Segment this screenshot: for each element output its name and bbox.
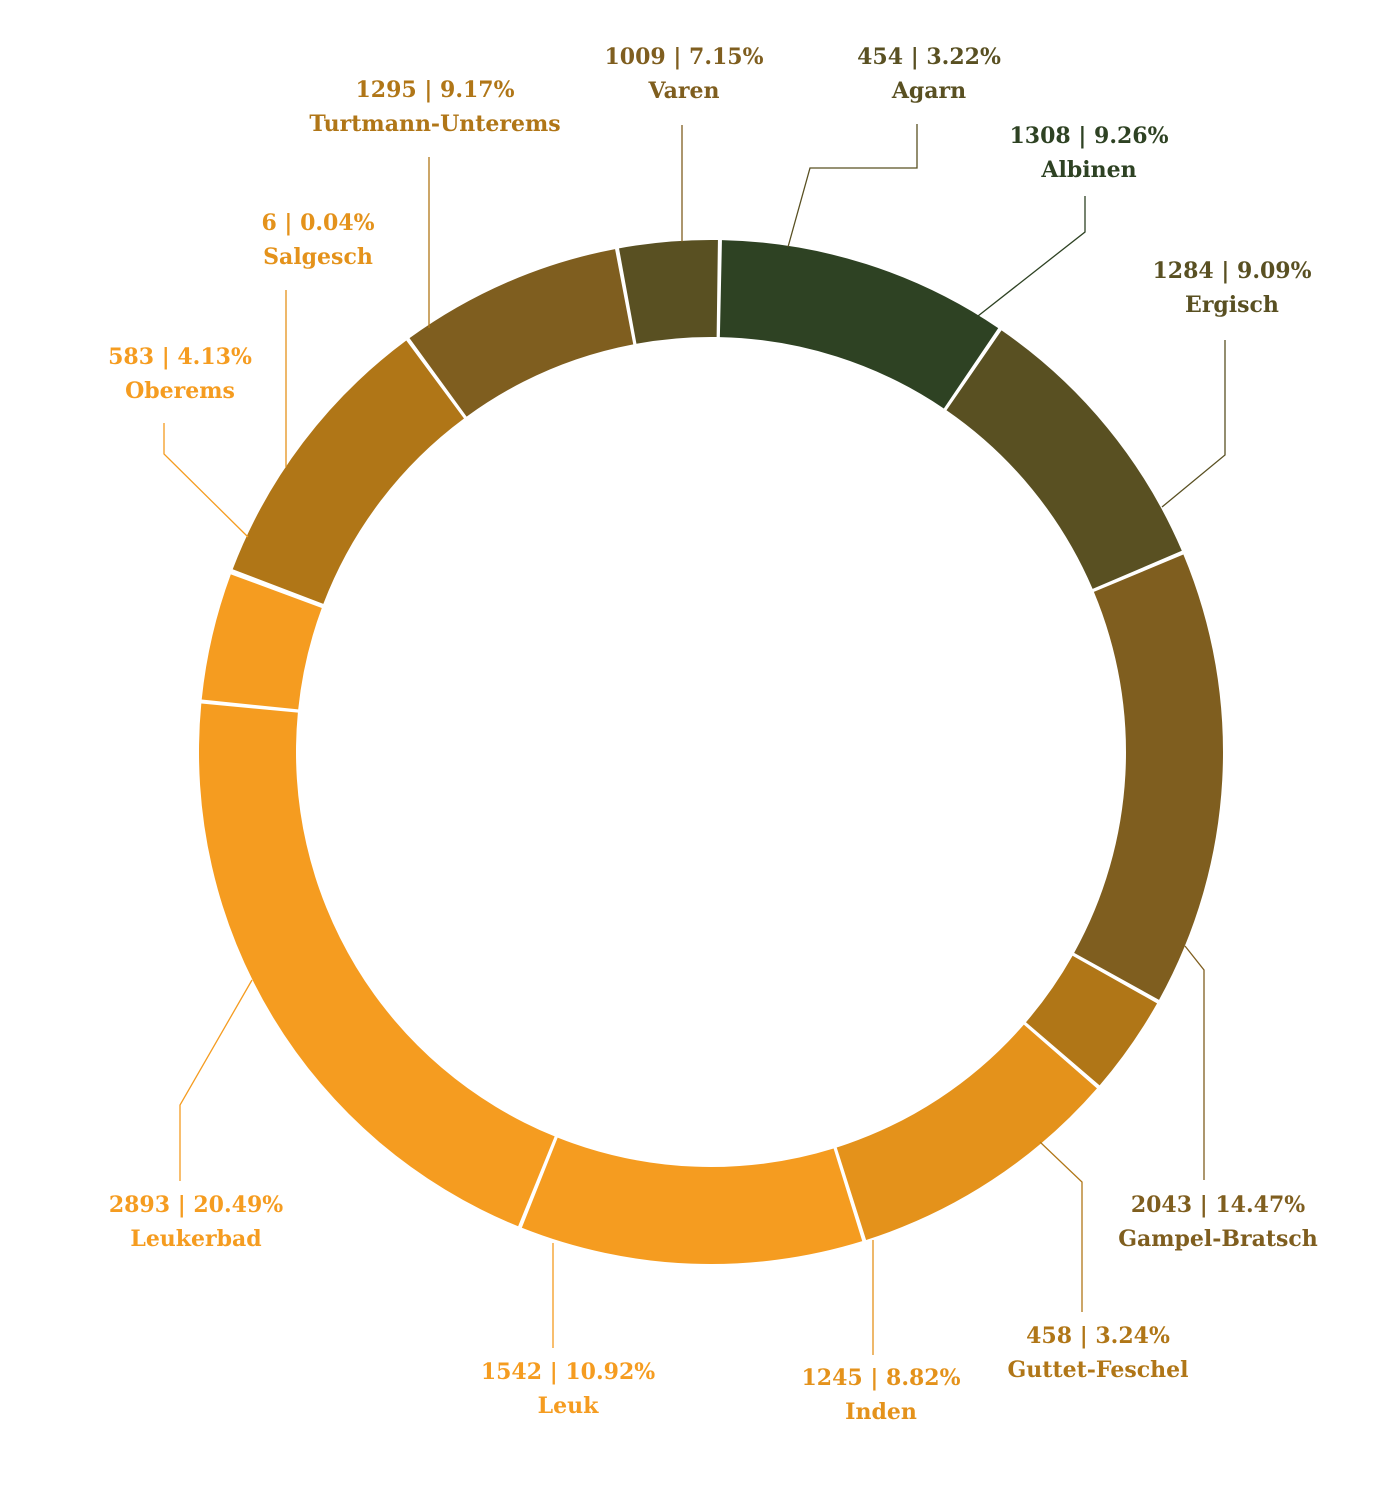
data-label-name-oberems: Oberems	[125, 378, 235, 404]
data-label-value-agarn: 454 | 3.22%	[857, 44, 1001, 70]
data-label-name-gampel-bratsch: Gampel-Bratsch	[1118, 1226, 1318, 1252]
slice-albinen	[719, 240, 999, 409]
leader-line-oberems	[163, 423, 249, 538]
data-label-value-leuk: 1542 | 10.92%	[481, 1359, 655, 1385]
slice-guttet-feschel	[1025, 955, 1158, 1086]
slice-ergisch	[946, 330, 1182, 589]
data-label-value-inden: 1245 | 8.82%	[801, 1365, 960, 1391]
slice-gampel-bratsch	[1074, 554, 1223, 1000]
slice-inden	[836, 1024, 1097, 1240]
data-label-name-leukerbad: Leukerbad	[130, 1226, 261, 1252]
data-label-name-albinen: Albinen	[1040, 157, 1136, 183]
data-label-value-varen: 1009 | 7.15%	[604, 44, 763, 70]
data-label-value-leukerbad: 2893 | 20.49%	[109, 1192, 283, 1218]
leader-line-leukerbad	[179, 979, 253, 1181]
data-label-name-inden: Inden	[845, 1399, 917, 1425]
data-label-value-albinen: 1308 | 9.26%	[1009, 123, 1168, 149]
data-label-value-salgesch: 6 | 0.04%	[261, 210, 374, 236]
donut-slices	[199, 240, 1223, 1264]
leader-lines	[163, 124, 1226, 1355]
data-labels: 1308 | 9.26% Albinen 1284 | 9.09% Ergisch 20…	[108, 44, 1318, 1425]
data-label-name-leuk: Leuk	[538, 1393, 599, 1419]
leader-line-guttet-feschel	[1039, 1141, 1083, 1312]
slice-turtmann-unterems	[232, 340, 465, 604]
slice-leuk	[521, 1137, 863, 1264]
data-label-value-gampel-bratsch: 2043 | 14.47%	[1131, 1192, 1305, 1218]
leader-line-albinen	[977, 196, 1086, 317]
slice-oberems	[201, 574, 322, 710]
data-label-name-guttet-feschel: Guttet-Feschel	[1008, 1357, 1189, 1383]
data-label-value-oberems: 583 | 4.13%	[108, 344, 252, 370]
data-label-name-turtmann-unterems: Turtmann-Unterems	[309, 111, 560, 137]
data-label-value-ergisch: 1284 | 9.09%	[1152, 258, 1311, 284]
leader-line-gampel-bratsch	[1184, 945, 1205, 1180]
data-label-value-guttet-feschel: 458 | 3.24%	[1026, 1323, 1170, 1349]
data-label-name-ergisch: Ergisch	[1185, 292, 1279, 318]
slice-varen	[409, 249, 634, 417]
data-label-name-agarn: Agarn	[891, 78, 966, 104]
leader-line-ergisch	[1161, 340, 1226, 508]
data-label-name-varen: Varen	[648, 78, 720, 104]
slice-leukerbad	[199, 703, 555, 1227]
data-label-value-turtmann-unterems: 1295 | 9.17%	[355, 77, 514, 103]
leader-line-agarn	[787, 124, 918, 248]
slice-agarn	[619, 240, 718, 344]
data-label-name-salgesch: Salgesch	[263, 244, 373, 270]
